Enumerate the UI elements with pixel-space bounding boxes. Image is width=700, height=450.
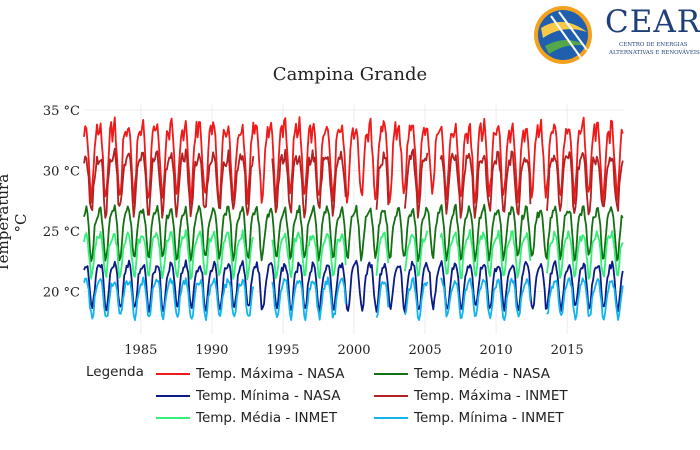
series-line xyxy=(83,116,624,205)
legend-label: Temp. Mínima - NASA xyxy=(196,388,341,404)
legend-item[interactable]: Temp. Média - INMET xyxy=(156,408,337,428)
line-chart: 1985 1990 1995 2000 2005 2010 2015 20 °C 25 °C 30… xyxy=(43,104,624,358)
legend-item[interactable]: Temp. Média - NASA xyxy=(374,364,550,384)
legend-swatch xyxy=(374,395,408,397)
chart-legend: Legenda Temp. Máxima - NASA Temp. Média -… xyxy=(84,362,604,434)
legend-swatch xyxy=(374,373,408,375)
legend-label: Temp. Mínima - INMET xyxy=(414,410,564,426)
cear-subtitle-1: CENTRO DE ENERGIAS xyxy=(619,42,688,48)
series-line xyxy=(83,147,624,219)
y-tick-label: 20 °C xyxy=(43,286,80,301)
x-tick-label: 1995 xyxy=(266,343,299,358)
cear-wordmark: CEAR xyxy=(605,4,700,40)
legend-item[interactable]: Temp. Máxima - NASA xyxy=(156,364,345,384)
legend-title: Legenda xyxy=(86,364,144,380)
x-tick-label: 2015 xyxy=(551,343,584,358)
x-tick-label: 1985 xyxy=(124,343,157,358)
series-line xyxy=(83,229,624,281)
series-line xyxy=(83,276,624,322)
x-tick-label: 2010 xyxy=(480,343,513,358)
legend-label: Temp. Média - NASA xyxy=(414,366,550,382)
x-tick-label: 1990 xyxy=(195,343,228,358)
series-line xyxy=(83,259,624,313)
legend-label: Temp. Máxima - NASA xyxy=(196,366,345,382)
legend-item[interactable]: Temp. Mínima - INMET xyxy=(374,408,564,428)
globe-icon xyxy=(534,6,592,64)
legend-label: Temp. Média - INMET xyxy=(196,410,338,426)
legend-swatch xyxy=(156,417,190,419)
y-tick-label: 30 °C xyxy=(43,165,80,180)
legend-item[interactable]: Temp. Máxima - INMET xyxy=(374,386,568,406)
legend-label: Temp. Máxima - INMET xyxy=(414,388,568,404)
series-line xyxy=(83,203,624,263)
legend-swatch xyxy=(156,373,190,375)
chart-title: Campina Grande xyxy=(272,64,428,85)
cear-subtitle-2: ALTERNATIVAS E RENOVÁVEIS xyxy=(609,50,700,56)
x-tick-label: 2005 xyxy=(409,343,442,358)
y-tick-label: 35 °C xyxy=(43,104,80,119)
y-tick-label: 25 °C xyxy=(43,225,80,240)
legend-swatch xyxy=(374,417,408,419)
legend-item[interactable]: Temp. Mínima - NASA xyxy=(156,386,341,406)
cear-logo: CEAR CENTRO DE ENERGIAS ALTERNATIVAS E R… xyxy=(533,2,700,68)
x-tick-label: 2000 xyxy=(337,343,370,358)
legend-swatch xyxy=(156,395,190,397)
